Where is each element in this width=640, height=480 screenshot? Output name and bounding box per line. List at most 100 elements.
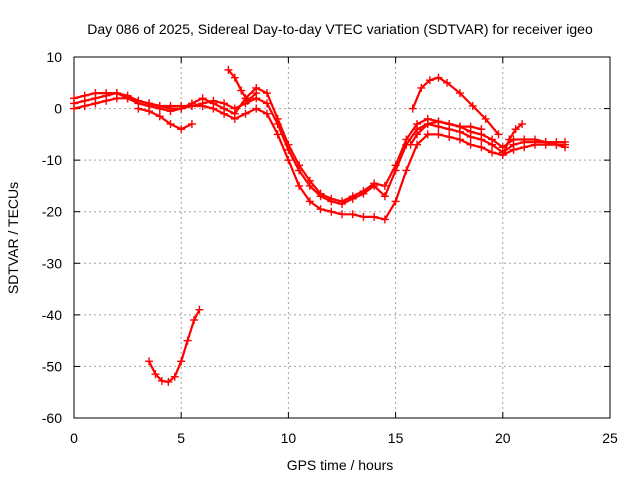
data-point [230,114,239,123]
x-tick-labels: 0 5 10 15 20 25 [70,430,618,446]
series-line [501,122,524,157]
data-point [498,150,507,159]
data-point [262,109,271,118]
data-point [134,104,143,113]
data-point [305,176,314,185]
data-point [417,83,426,92]
series-track-d [145,305,204,386]
data-point [402,135,411,144]
data-point [494,130,503,139]
data-point [190,316,199,325]
y-tick-label: -40 [42,307,62,323]
data-point [252,104,261,113]
data-point [70,104,78,113]
data-point [91,89,100,98]
series-track-c [70,94,569,224]
data-point [380,192,389,201]
data-point [230,73,239,82]
data-point [560,143,569,152]
series-track-e [134,104,196,134]
data-point [166,104,175,113]
y-tick-label: -60 [42,410,62,426]
data-point [273,114,282,123]
data-point [262,99,271,108]
data-point [338,197,346,206]
data-point [151,370,160,379]
grid [74,57,610,418]
data-point [145,357,154,366]
data-point [166,120,175,129]
data-point [198,94,207,103]
data-point [511,125,520,134]
data-point [198,101,207,110]
data-point [455,89,464,98]
data-point [408,104,417,113]
data-point [187,120,196,129]
data-point [348,210,357,219]
data-point [195,305,204,314]
data-point [262,89,271,98]
data-point [102,89,111,98]
data-point [455,122,464,131]
x-tick-label: 15 [388,430,404,446]
data-point [443,78,452,87]
data-point [177,104,186,113]
data-point [295,161,304,170]
data-point [327,194,336,203]
data-point [80,91,89,100]
data-point [434,130,443,139]
data-point [134,96,143,105]
data-point [520,135,529,144]
data-point [237,86,246,95]
data-point [406,140,415,149]
data-point [155,101,164,110]
data-point [445,132,454,141]
data-point [327,207,336,216]
series-track-i [498,120,527,159]
data-point [70,94,78,103]
series [70,65,569,386]
data-point [434,73,443,82]
series-track-a [70,89,569,208]
data-point [177,357,186,366]
series-line [72,97,567,221]
data-point [102,96,111,105]
data-point [413,130,422,139]
data-point [488,148,497,157]
data-point [468,101,477,110]
data-point [434,117,443,126]
data-point [241,109,250,118]
data-point [370,179,379,188]
data-point [380,215,389,224]
series-track-f [224,65,261,105]
data-point [541,140,550,149]
y-tick-labels: 10 0 -10 -20 -30 -40 -50 -60 [42,49,62,426]
chart-title: Day 086 of 2025, Sidereal Day-to-day VTE… [87,21,593,37]
data-point [445,120,454,129]
data-point [488,135,497,144]
data-point [177,125,186,134]
data-point [284,156,293,165]
data-point [284,140,293,149]
y-axis-title: SDTVAR / TECUs [5,182,21,294]
y-tick-label: 10 [46,49,62,65]
data-point [157,376,166,385]
data-point [477,125,486,134]
data-point [316,189,325,198]
data-point [518,120,527,129]
data-point [359,187,368,196]
data-point [391,197,400,206]
data-point [520,143,529,152]
data-point [112,94,121,103]
data-point [402,166,411,175]
x-tick-label: 20 [495,430,511,446]
data-point [466,140,475,149]
data-point [80,101,89,110]
series-line [72,91,567,206]
data-point [164,377,173,386]
data-point [413,120,422,129]
data-point [425,76,434,85]
y-tick-label: -50 [42,358,62,374]
x-tick-label: 5 [177,430,185,446]
